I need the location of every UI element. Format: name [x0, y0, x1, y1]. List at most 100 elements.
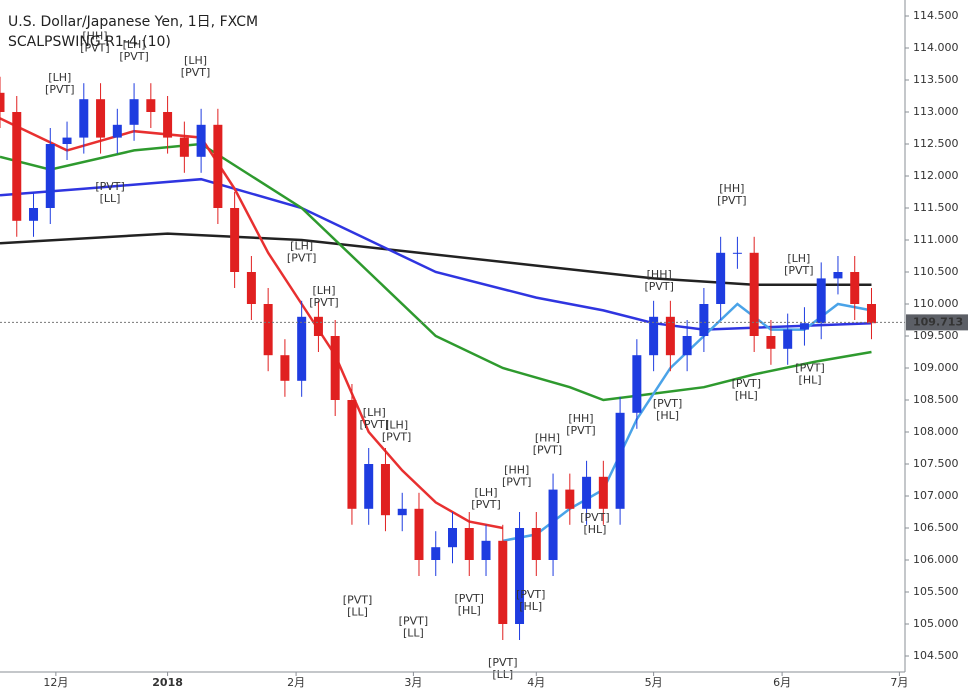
candle-body: [29, 208, 39, 221]
candle-body: [112, 124, 122, 138]
pivot-label: [HL]: [519, 600, 542, 613]
pivot-label: [PVT]: [566, 424, 595, 437]
candle-body: [716, 252, 726, 304]
candle-body: [129, 99, 139, 125]
y-tick-label: 113.000: [913, 105, 959, 118]
pivot-label: [HH]: [568, 412, 593, 425]
chart-title: U.S. Dollar/Japanese Yen, 1日, FXCM: [8, 14, 258, 30]
pivot-label: [PVT]: [717, 194, 746, 207]
pivot-label: [PVT]: [471, 498, 500, 511]
pivot-label: [LL]: [492, 668, 513, 681]
candle-body: [866, 304, 876, 324]
pivot-label: [PVT]: [399, 614, 428, 627]
pivot-label: [HL]: [583, 523, 606, 536]
pivot-label: [PVT]: [502, 475, 531, 488]
y-tick-label: 112.500: [913, 137, 959, 150]
candle-body: [263, 304, 273, 356]
y-tick-label: 105.000: [913, 617, 959, 630]
candle-body: [582, 476, 592, 509]
candle-body: [414, 508, 424, 560]
pivot-label: [PVT]: [516, 588, 545, 601]
pivot-label: [HH]: [504, 463, 529, 476]
candle-body: [364, 464, 374, 509]
candle-body: [732, 252, 742, 254]
y-tick-label: 108.000: [913, 425, 959, 438]
annotations: [LH][PVT][HH][PVT] [LH][PVT] [LH][PVT][LH]…: [45, 29, 825, 681]
candle-body: [783, 329, 793, 349]
candle-body: [96, 99, 106, 138]
y-tick-label: 110.500: [913, 265, 959, 278]
pivot-label: [PVT]: [580, 511, 609, 524]
candle-body: [481, 540, 491, 560]
x-tick-label: 2月: [287, 676, 305, 689]
y-tick-label: 112.000: [913, 169, 959, 182]
pivot-label: [PVT]: [382, 431, 411, 444]
candle-body: [146, 99, 156, 112]
x-tick-label: 7月: [890, 676, 908, 689]
pivot-label: [PVT]: [784, 264, 813, 277]
candle-body: [196, 124, 206, 157]
candle-body: [179, 137, 189, 157]
pivot-label: [LH]: [123, 38, 146, 51]
candle-body: [531, 528, 541, 560]
y-tick-label: 104.500: [913, 649, 959, 662]
y-tick-label: 107.000: [913, 489, 959, 502]
pivot-label: [PVT]: [287, 251, 316, 264]
candle-body: [347, 400, 357, 509]
x-tick-label: 6月: [773, 676, 791, 689]
candle-body: [799, 323, 809, 330]
candle-body: [565, 489, 575, 509]
candle-body: [230, 208, 240, 272]
candle-body: [313, 316, 323, 336]
candle-body: [0, 92, 5, 112]
chart-subtitle: SCALPSWING R1-4 (10): [8, 34, 171, 50]
y-tick-label: 109.500: [913, 329, 959, 342]
pivot-label: [HL]: [799, 374, 822, 387]
y-tick-label: 107.500: [913, 457, 959, 470]
pivot-label: [HH]: [719, 182, 744, 195]
candles: [0, 76, 876, 640]
candle-body: [816, 278, 826, 324]
pivot-label: [LL]: [100, 192, 121, 205]
pivot-label: [PVT]: [95, 180, 124, 193]
pivot-label: [PVT]: [533, 443, 562, 456]
y-tick-label: 105.500: [913, 585, 959, 598]
pivot-label: [HH]: [82, 29, 107, 42]
candle-body: [598, 476, 608, 509]
pivot-label: [HL]: [735, 389, 758, 402]
pivot-label: [LL]: [403, 626, 424, 639]
candle-body: [699, 304, 709, 336]
candle-body: [632, 355, 642, 413]
pivot-label: [PVT]: [309, 296, 338, 309]
candle-body: [213, 124, 223, 208]
pivot-label: [PVT]: [732, 377, 761, 390]
pivot-label: [PVT]: [795, 362, 824, 375]
candle-body: [498, 540, 508, 624]
pivot-label: [PVT]: [488, 656, 517, 669]
candle-body: [380, 464, 390, 516]
axes: 104.500 105.000 105.500 106.000 106.500 107.0…: [0, 9, 968, 689]
candle-body: [280, 355, 290, 381]
candle-body: [330, 336, 340, 400]
y-tick-label: 114.500: [913, 9, 959, 22]
y-tick-label: 111.000: [913, 233, 959, 246]
x-tick-label: 3月: [404, 676, 422, 689]
pivot-label: [PVT]: [181, 66, 210, 79]
x-tick-label: 12月: [43, 676, 68, 689]
pivot-label: [PVT]: [45, 83, 74, 96]
pivot-label: [LH]: [363, 406, 386, 419]
pivot-label: [PVT]: [644, 280, 673, 293]
pivot-label: [PVT]: [80, 41, 109, 54]
last-price-label: 109.713: [913, 315, 963, 328]
candle-body: [548, 489, 558, 560]
pivot-label: [HL]: [656, 409, 679, 422]
candle-body: [766, 336, 776, 349]
pivot-label: [LL]: [347, 605, 368, 618]
pivot-label: [LH]: [475, 486, 498, 499]
pivot-label: [PVT]: [119, 50, 148, 63]
pivot-label: [LH]: [787, 252, 810, 265]
candle-body: [682, 336, 692, 356]
pivot-label: [LH]: [48, 71, 71, 84]
